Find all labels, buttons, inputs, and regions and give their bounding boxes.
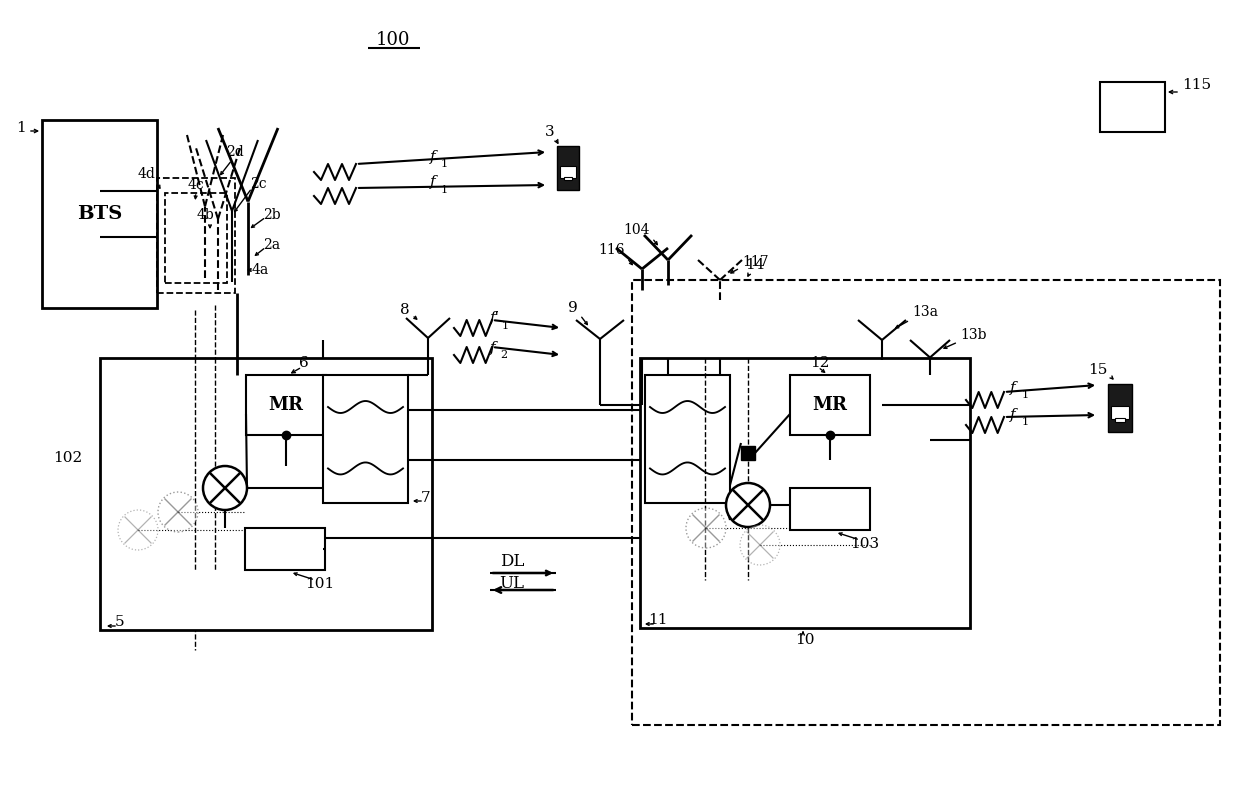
Text: 100: 100: [376, 31, 410, 49]
Text: 8: 8: [401, 303, 410, 317]
Text: 117: 117: [742, 255, 769, 269]
Text: 15: 15: [1089, 363, 1109, 377]
Bar: [1115, 418, 1125, 422]
Circle shape: [157, 492, 198, 532]
Text: f: f: [430, 175, 435, 189]
Text: DL: DL: [500, 553, 525, 571]
Text: 2d: 2d: [226, 145, 244, 159]
Text: f: f: [1011, 408, 1016, 422]
Text: 1: 1: [441, 185, 448, 195]
Bar: [246, 375, 326, 435]
Text: MR: MR: [812, 396, 847, 414]
Text: 6: 6: [299, 356, 309, 370]
Text: 104: 104: [624, 223, 650, 237]
Bar: [742, 446, 755, 460]
Text: 13b: 13b: [960, 328, 987, 342]
Text: 9: 9: [568, 301, 578, 315]
Bar: [632, 280, 1220, 725]
Text: 14: 14: [745, 258, 765, 272]
Text: 4a: 4a: [252, 263, 269, 277]
Bar: [100, 358, 432, 630]
Bar: [322, 375, 408, 503]
Text: 4d: 4d: [138, 167, 155, 181]
Text: 2a: 2a: [263, 238, 280, 252]
Text: 1: 1: [1022, 390, 1029, 400]
Bar: [1111, 406, 1128, 419]
Circle shape: [686, 508, 725, 548]
Bar: [557, 146, 579, 190]
Text: 5: 5: [115, 615, 125, 629]
Text: f: f: [1011, 381, 1016, 395]
Text: 12: 12: [810, 356, 830, 370]
Bar: [560, 166, 575, 178]
Text: 10: 10: [795, 633, 815, 647]
Text: 116: 116: [599, 243, 625, 257]
Text: 2b: 2b: [263, 208, 280, 222]
Bar: [246, 528, 325, 570]
Bar: [790, 488, 870, 530]
Bar: [157, 178, 236, 293]
Text: 101: 101: [305, 577, 335, 591]
Bar: [645, 375, 730, 503]
Text: 3: 3: [544, 125, 554, 139]
Text: MR: MR: [269, 396, 304, 414]
Bar: [1100, 82, 1166, 132]
Text: 1: 1: [1022, 417, 1029, 427]
Circle shape: [203, 466, 247, 510]
Text: 1: 1: [441, 159, 448, 169]
Circle shape: [725, 483, 770, 527]
Bar: [564, 177, 573, 180]
Text: 7: 7: [422, 491, 430, 505]
Text: f: f: [430, 150, 435, 164]
Text: 103: 103: [851, 537, 879, 551]
Text: 4b: 4b: [196, 208, 213, 222]
Bar: [640, 358, 970, 628]
Circle shape: [740, 525, 780, 565]
Text: f': f': [490, 311, 500, 325]
Text: 13a: 13a: [911, 305, 937, 319]
Text: f: f: [490, 341, 496, 355]
Text: 2c: 2c: [249, 177, 267, 191]
Text: 115: 115: [1182, 78, 1211, 92]
Text: BTS: BTS: [77, 205, 122, 223]
Text: 102: 102: [53, 451, 82, 465]
Text: 4c: 4c: [187, 178, 205, 192]
Circle shape: [118, 510, 157, 550]
Text: 11: 11: [649, 613, 668, 627]
Bar: [790, 375, 870, 435]
Text: 1: 1: [502, 321, 510, 331]
Bar: [165, 193, 227, 283]
Bar: [42, 120, 157, 308]
Text: UL: UL: [500, 576, 525, 592]
Text: 1: 1: [16, 121, 26, 135]
Text: 2: 2: [500, 350, 507, 360]
Bar: [1107, 384, 1132, 432]
